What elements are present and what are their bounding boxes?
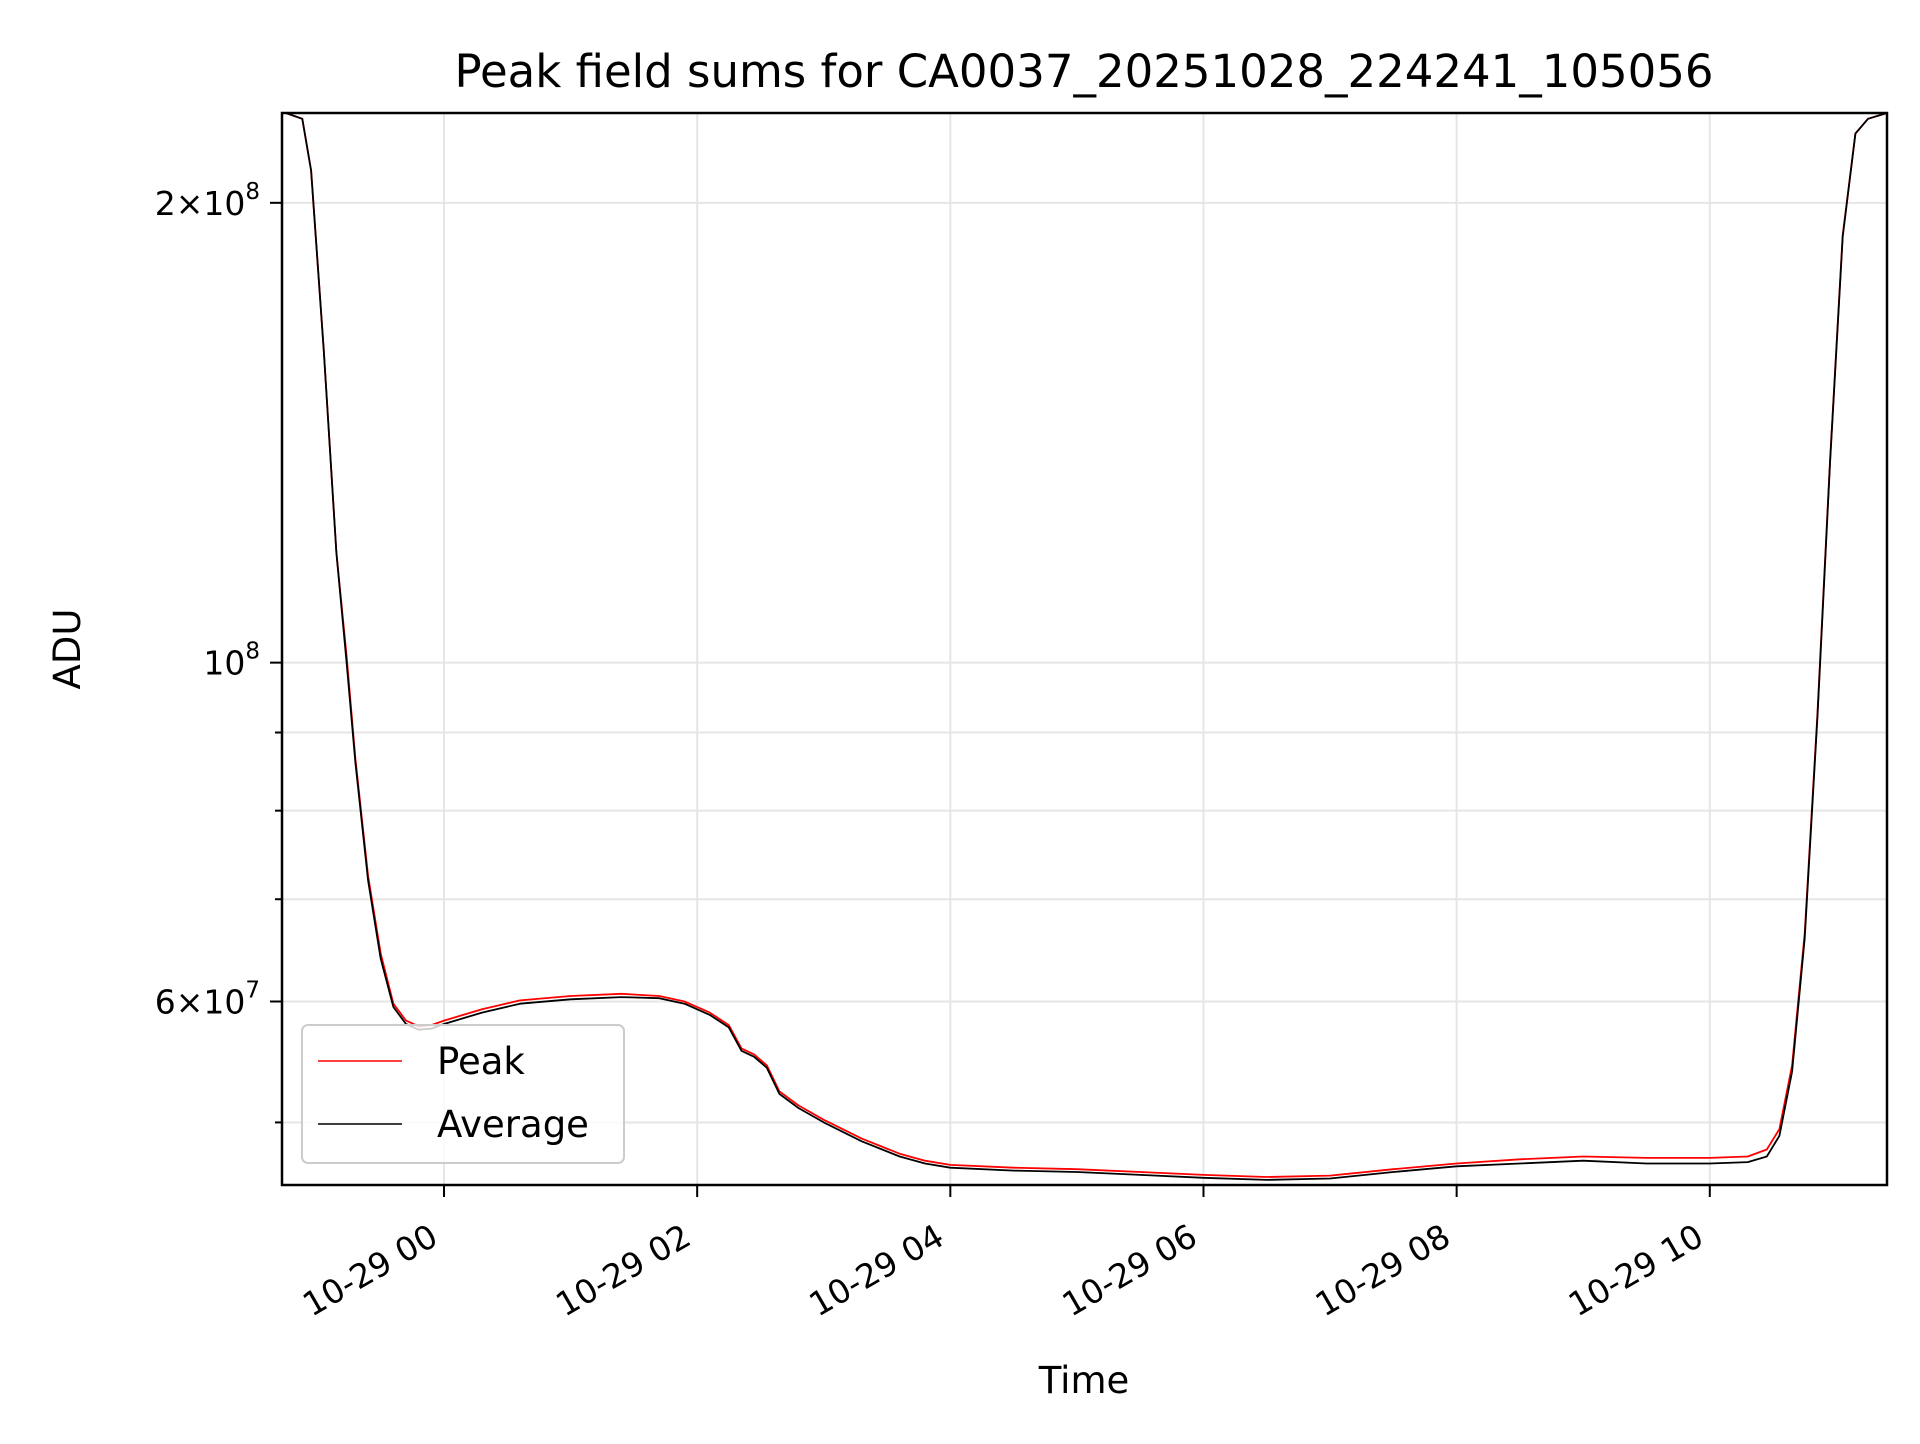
legend: Peak Average bbox=[301, 1024, 625, 1164]
series-line-average bbox=[285, 112, 1888, 1181]
y-tick-label-2: 2×108 bbox=[155, 179, 260, 223]
legend-label-peak: Peak bbox=[437, 1040, 525, 1083]
series-layer bbox=[285, 112, 1888, 1181]
legend-label-average: Average bbox=[437, 1103, 589, 1146]
plot-frame bbox=[280, 111, 1889, 1187]
chart-title: Peak field sums for CA0037_20251028_2242… bbox=[454, 45, 1713, 98]
y-axis-label: ADU bbox=[46, 609, 89, 690]
y-tick-label-1: 108 bbox=[203, 639, 260, 683]
x-axis-label: Time bbox=[1038, 1359, 1130, 1402]
legend-box bbox=[301, 1024, 625, 1164]
y-tick-label-0: 6×107 bbox=[155, 977, 260, 1021]
